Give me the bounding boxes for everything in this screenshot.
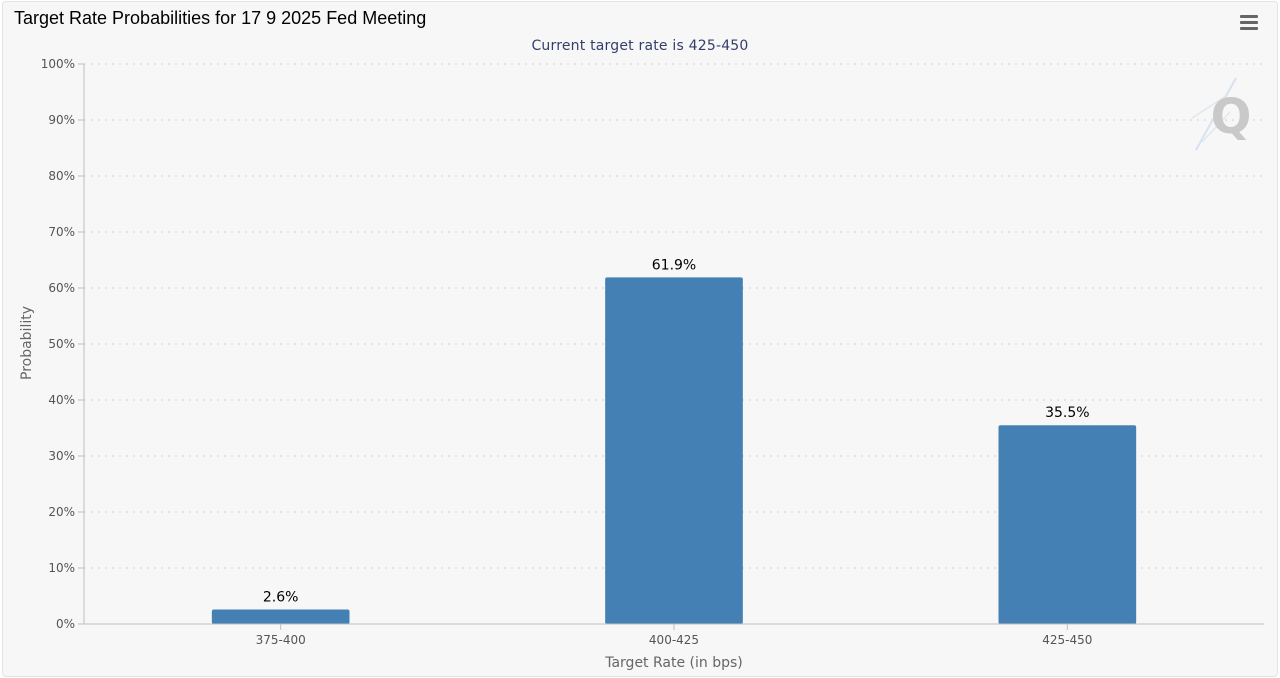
y-tick-label: 100% — [41, 57, 75, 71]
data-label: 61.9% — [652, 257, 696, 273]
bar-400-425[interactable] — [605, 277, 743, 624]
x-axis-title: Target Rate (in bps) — [604, 655, 743, 671]
y-tick-label: 10% — [48, 561, 75, 575]
bar-375-400[interactable] — [211, 609, 350, 624]
y-axis-title: Probability — [19, 306, 35, 380]
x-axis: 375-400 400-425 425-450 — [84, 623, 1264, 647]
y-tick-label: 90% — [48, 113, 75, 127]
y-tick-label: 80% — [48, 169, 75, 183]
hamburger-menu-icon[interactable] — [1236, 10, 1262, 36]
y-tick-label: 0% — [56, 617, 75, 631]
data-label: 35.5% — [1045, 405, 1089, 421]
q-logo-icon: Q — [1191, 77, 1252, 151]
x-tick-label: 400-425 — [649, 633, 699, 647]
y-tick-label: 70% — [48, 225, 75, 239]
chart-title: Target Rate Probabilities for 17 9 2025 … — [14, 8, 427, 28]
y-tick-label: 60% — [48, 281, 75, 295]
bar-425-450[interactable] — [998, 425, 1137, 624]
y-tick-label: 20% — [48, 505, 75, 519]
chart-subtitle: Current target rate is 425-450 — [531, 38, 749, 54]
y-tick-label: 30% — [48, 449, 75, 463]
y-axis: 0% 10% 20% 30% 40% 50% 60% 70% 80% 90% 100% — [41, 57, 85, 631]
x-tick-label: 425-450 — [1042, 633, 1092, 647]
svg-text:Q: Q — [1211, 89, 1252, 145]
bars: 2.6% 61.9% 35.5% — [211, 257, 1137, 624]
x-tick-label: 375-400 — [256, 633, 306, 647]
y-tick-label: 50% — [48, 337, 75, 351]
y-tick-label: 40% — [48, 393, 75, 407]
data-label: 2.6% — [263, 589, 299, 605]
